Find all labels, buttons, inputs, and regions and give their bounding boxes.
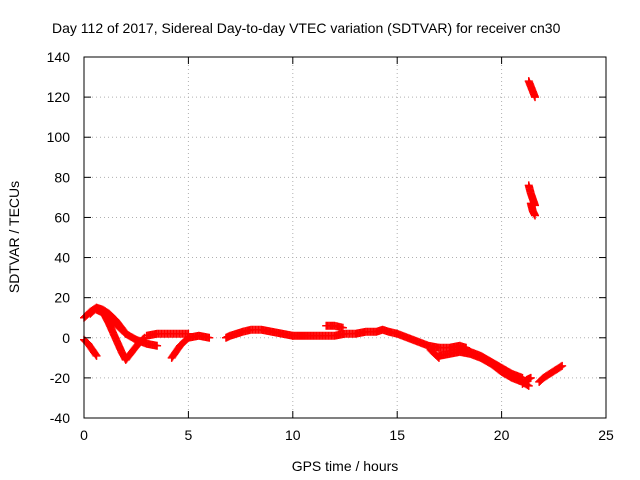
y-tick-label: -20 <box>50 370 70 386</box>
x-tick-label: 10 <box>285 427 301 443</box>
x-tick-label: 20 <box>494 427 510 443</box>
data-point <box>153 341 162 350</box>
data-point <box>531 211 540 220</box>
series-arc-10 <box>322 321 347 332</box>
series-arc-5 <box>142 329 193 340</box>
data-point <box>205 333 214 342</box>
y-tick-label: 60 <box>54 209 70 225</box>
series-arc-8 <box>221 325 297 342</box>
x-tick-label: 5 <box>185 427 193 443</box>
series-arc-2 <box>80 335 101 360</box>
series-arc-15 <box>518 373 535 388</box>
y-axis-label: SDTVAR / TECUs <box>6 181 22 293</box>
y-tick-label: 80 <box>54 169 70 185</box>
data-point <box>524 381 533 390</box>
series-arc-16 <box>524 77 540 102</box>
series-arc-19 <box>535 361 567 386</box>
series-arc-14 <box>455 345 527 382</box>
data-point <box>338 323 347 332</box>
data-point <box>531 93 540 102</box>
x-axis-label: GPS time / hours <box>292 458 399 474</box>
data-point <box>91 350 100 359</box>
grid-lines <box>84 57 606 418</box>
y-tick-label: 0 <box>62 330 70 346</box>
data-point <box>558 361 567 370</box>
y-tick-label: 120 <box>47 89 71 105</box>
x-tick-label: 25 <box>598 427 614 443</box>
axis-ticks: 0 5 10 15 20 25 -40 -20 0 20 40 60 80 100 120 140 <box>47 49 614 443</box>
series-arc-9 <box>288 325 443 352</box>
data-point <box>526 373 535 382</box>
data-point <box>556 362 565 371</box>
y-tick-label: 40 <box>54 250 70 266</box>
y-tick-label: 140 <box>47 49 71 65</box>
y-tick-label: -40 <box>50 410 70 426</box>
x-tick-label: 0 <box>80 427 88 443</box>
chart-title: Day 112 of 2017, Sidereal Day-to-day VTE… <box>52 20 561 36</box>
series-arc-4 <box>92 305 162 350</box>
y-tick-label: 100 <box>47 129 71 145</box>
series-arc-7 <box>184 331 214 342</box>
series-arc-18 <box>526 199 540 220</box>
data-points <box>80 77 567 390</box>
plot-frame <box>83 56 607 419</box>
x-tick-label: 15 <box>389 427 405 443</box>
y-tick-label: 20 <box>54 290 70 306</box>
data-point <box>92 351 101 360</box>
